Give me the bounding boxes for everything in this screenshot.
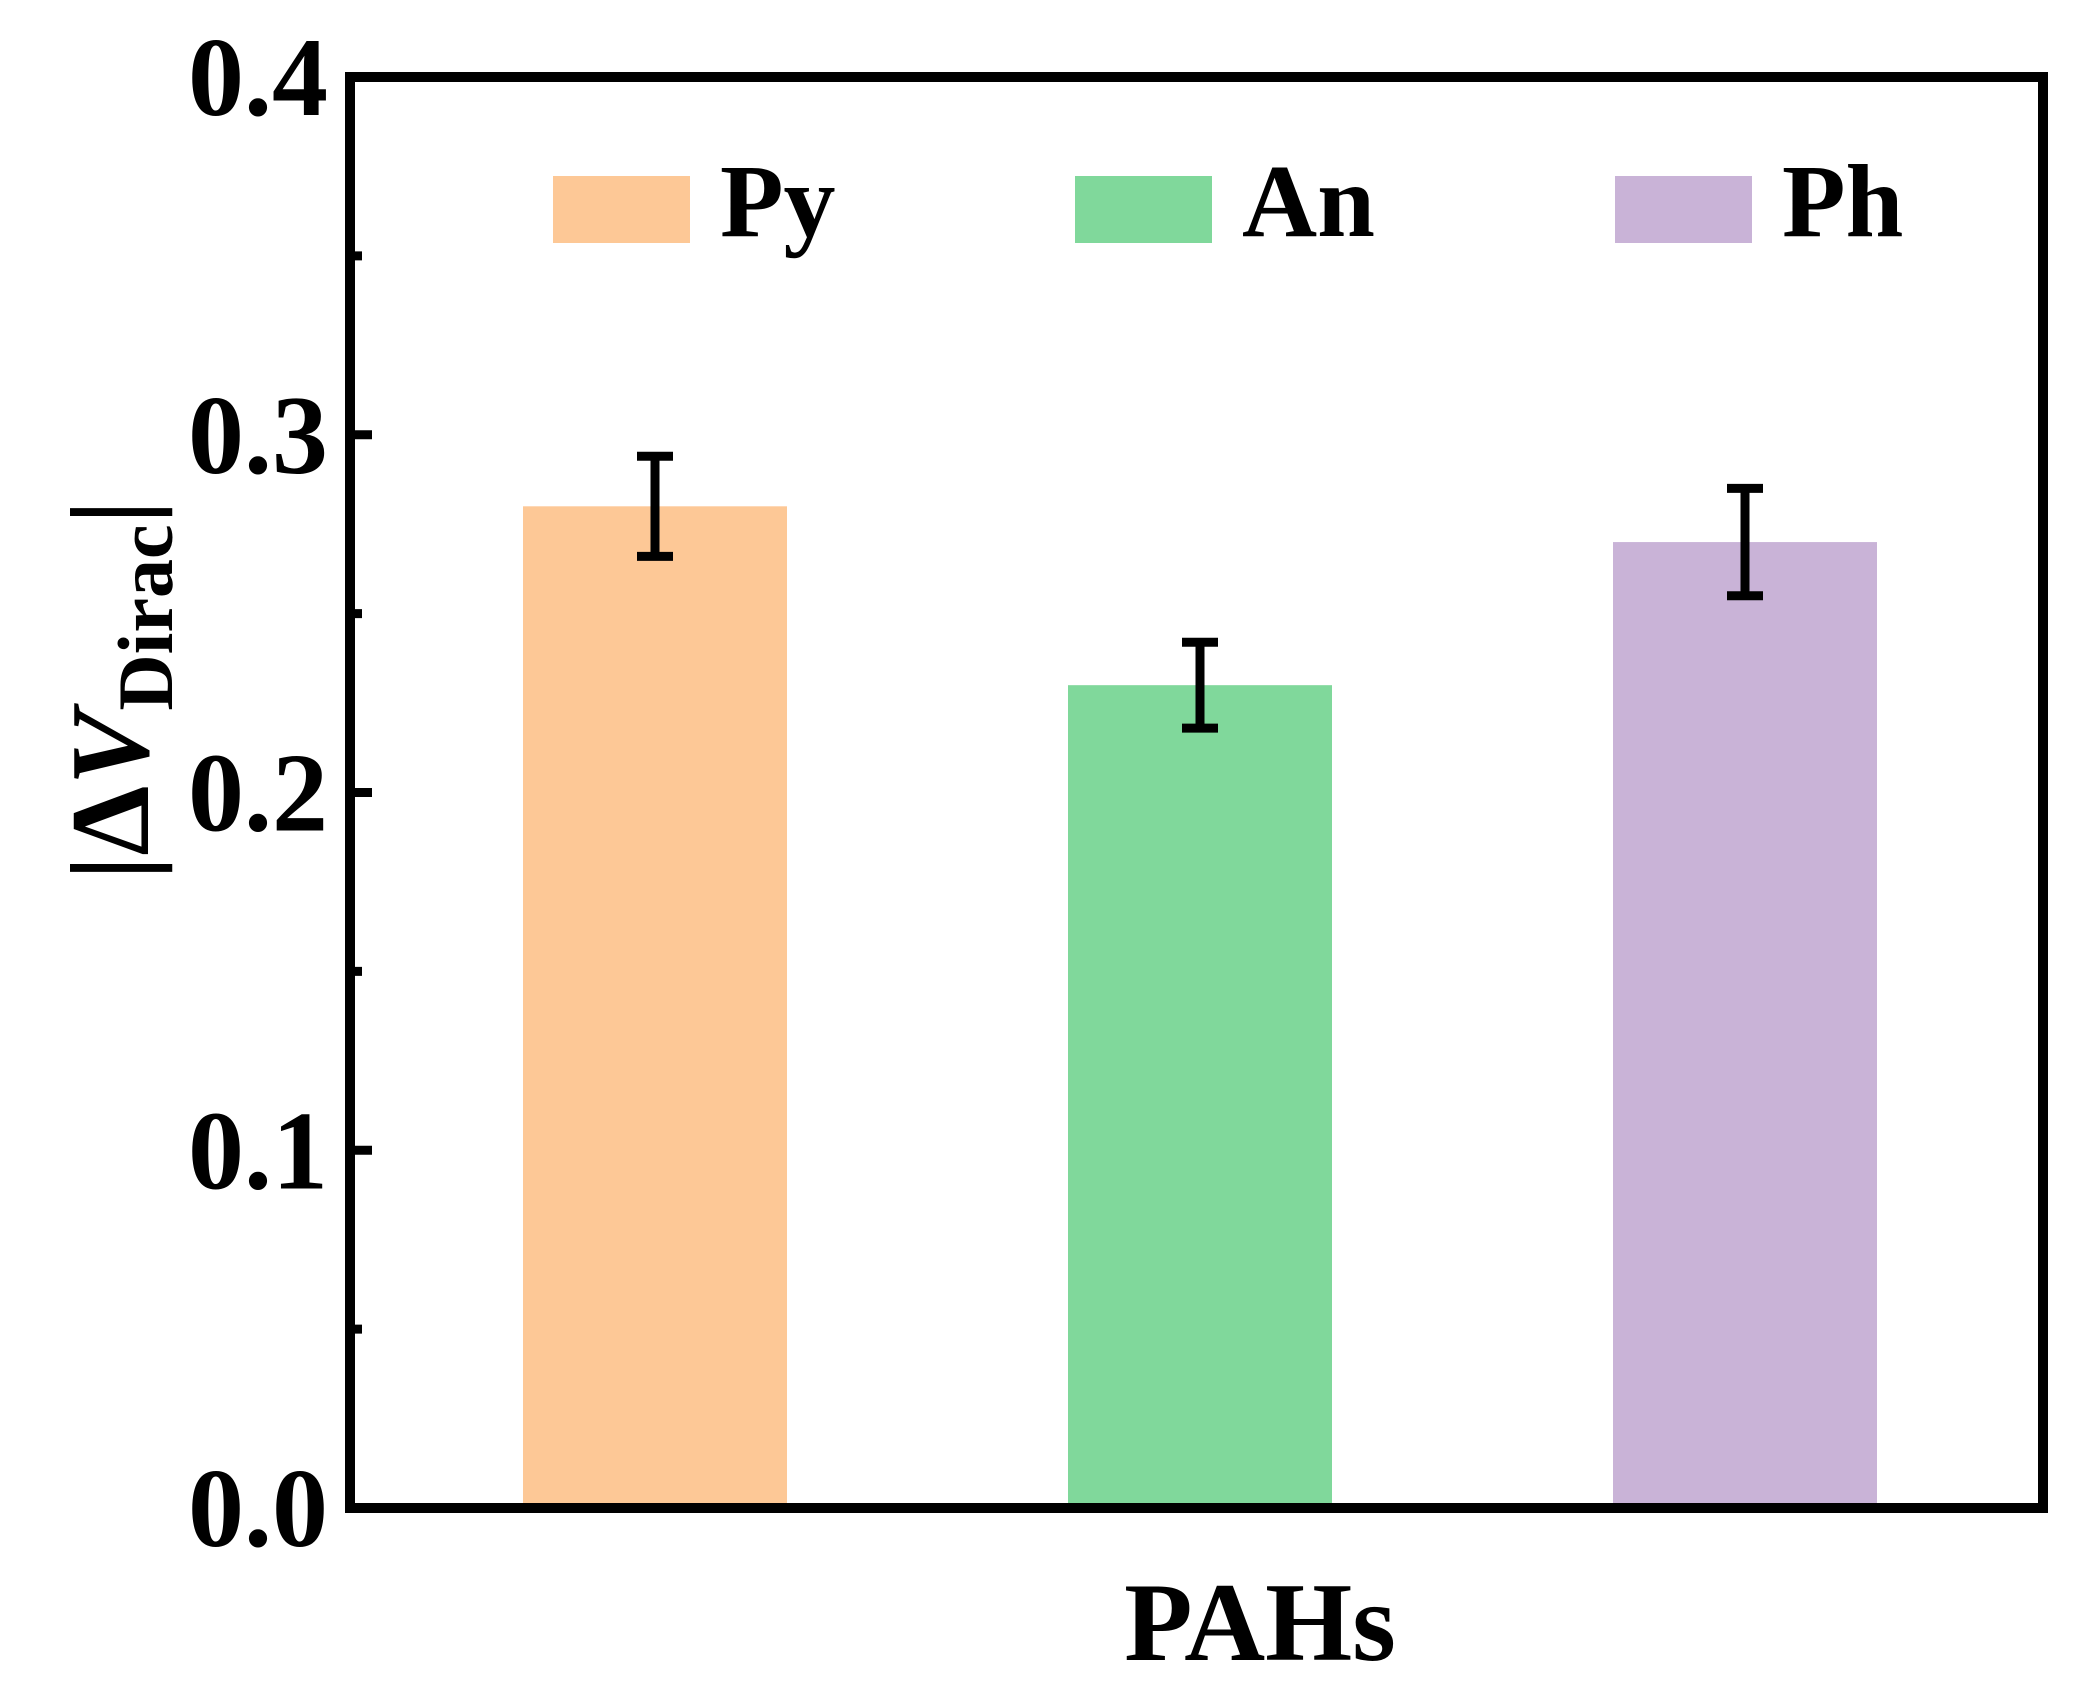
- legend-swatch-ph: [1615, 176, 1752, 243]
- y-axis-label-prefix: |Δ: [49, 785, 173, 880]
- legend-label-ph: Ph: [1782, 144, 1903, 259]
- bar-ph: [1613, 542, 1877, 1508]
- bars-group: [523, 506, 1877, 1508]
- x-axis-label: PAHs: [1124, 1561, 1396, 1685]
- bar-an: [1068, 685, 1332, 1508]
- bar-py: [523, 506, 787, 1508]
- y-tick-label: 0.4: [188, 16, 328, 140]
- y-axis-label: |ΔVDirac|: [49, 500, 189, 881]
- y-axis-label-variable: V: [49, 702, 173, 785]
- legend-label-an: An: [1242, 144, 1375, 259]
- y-axis-label-subscript: Dirac: [102, 524, 189, 710]
- y-axis-label-suffix: |: [49, 500, 173, 525]
- y-axis-ticks: 0.0 0.1 0.2 0.3 0.4: [188, 16, 372, 1571]
- error-bars-group: [637, 451, 1763, 733]
- legend-label-py: Py: [720, 144, 836, 259]
- y-tick-label: 0.2: [188, 732, 328, 856]
- legend-swatch-an: [1075, 176, 1212, 243]
- y-tick-label: 0.0: [188, 1447, 328, 1571]
- y-tick-label: 0.1: [188, 1089, 328, 1213]
- legend-swatch-py: [553, 176, 690, 243]
- legend: Py An Ph: [553, 144, 1903, 259]
- y-tick-label: 0.3: [188, 374, 328, 498]
